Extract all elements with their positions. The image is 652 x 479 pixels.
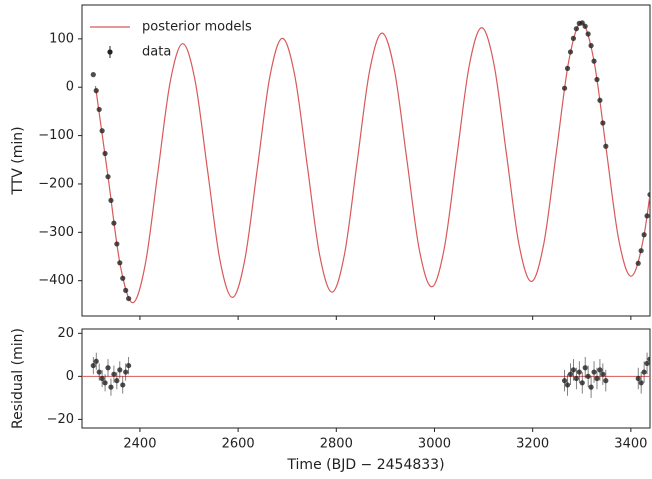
y-axis-label: Residual (min) [10,328,26,429]
data-point [600,120,606,126]
legend-label: data [142,45,171,60]
data-point [93,88,99,94]
data-point [108,197,114,204]
y-tick-label: −400 [38,273,74,288]
data-point [93,358,99,364]
data-point [594,76,600,83]
data-point [585,373,591,379]
data-point [603,378,609,384]
data-point [573,375,579,382]
data-point [111,220,117,226]
y-tick-label: 0 [66,80,74,95]
data-point [120,275,126,281]
data-point [117,367,123,373]
data-point [102,150,108,157]
plot-frame [81,328,651,429]
data-point [579,380,585,386]
data-point [638,380,644,386]
y-tick-label: −200 [38,176,74,191]
data-point [90,362,96,369]
y-tick-label: −20 [47,412,74,427]
data-point [90,72,96,78]
data-point [641,369,647,375]
data-point [597,367,603,373]
data-point [123,287,129,293]
data-point [635,260,641,266]
data-point [600,371,606,377]
legend-marker [107,49,113,55]
data-point [564,382,571,388]
y-axis-label: TTV (min) [10,126,26,195]
data-point [591,369,597,375]
data-point [96,369,102,375]
data-point [99,128,105,134]
data-point [102,380,108,386]
data-point [579,20,585,26]
data-point [117,260,123,266]
data-point [635,375,641,382]
data-point [561,85,568,91]
data-point [126,295,132,302]
plot-frame [81,4,651,317]
y-tick-label: 20 [57,326,74,341]
y-tick-label: 100 [49,31,74,46]
data-point [597,97,603,103]
data-point [647,356,650,362]
x-tick-label: 2800 [320,437,353,452]
data-point [582,365,588,371]
data-point [567,371,574,377]
x-tick-label: 3400 [614,437,647,452]
data-point [126,362,132,369]
data-point [120,382,126,388]
data-point [603,143,609,149]
data-point [96,106,102,113]
data-point [567,49,574,55]
data-point [638,248,644,254]
data-point [108,384,114,390]
legend-label: posterior models [142,20,252,35]
data-point [99,375,105,382]
x-tick-label: 3200 [516,437,549,452]
data-point [564,65,571,71]
data-point [582,23,588,29]
data-point [561,378,568,384]
data-point [123,369,129,375]
model-line [94,21,650,304]
data-point [591,58,597,64]
x-tick-label: 2600 [222,437,255,452]
data-point [105,365,111,371]
plot-area [90,20,650,304]
data-point [644,360,650,367]
data-point [647,191,650,198]
data-point [114,241,120,247]
y-tick-label: 0 [66,369,74,384]
data-point [114,378,120,384]
data-point [111,371,117,377]
x-tick-label: 3000 [418,437,451,452]
data-point [641,232,647,238]
y-tick-label: −100 [38,128,74,143]
data-point [644,213,650,219]
data-point [585,31,591,37]
x-tick-label: 2400 [123,437,156,452]
data-point [594,375,600,382]
data-point [588,384,594,390]
y-tick-label: −300 [38,225,74,240]
x-axis-label: Time (BJD − 2454833) [286,457,444,473]
data-point [576,369,582,375]
data-point [570,367,577,373]
plot-area [82,348,650,398]
data-point [573,26,579,32]
data-point [105,174,111,180]
data-point [588,43,594,49]
data-point [570,35,577,41]
